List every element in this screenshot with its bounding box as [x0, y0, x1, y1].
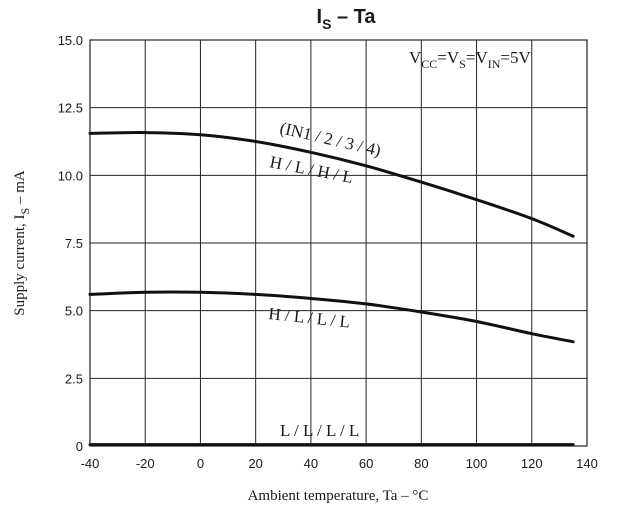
x-tick-label: 100 [466, 456, 488, 471]
y-tick-label: 2.5 [65, 371, 83, 386]
chart-title: IS – Ta [317, 6, 377, 32]
y-tick-label: 0 [76, 439, 83, 454]
x-tick-label: 140 [576, 456, 598, 471]
y-tick-labels: 0 2.5 5.0 7.5 10.0 12.5 15.0 [58, 33, 83, 454]
series-line-0 [88, 131, 575, 238]
x-tick-label: -40 [81, 456, 100, 471]
x-tick-label: -20 [136, 456, 155, 471]
series-label-llll: L / L / L / L [280, 421, 359, 440]
y-tick-label: 7.5 [65, 236, 83, 251]
series-layer [88, 131, 575, 447]
x-tick-label: 20 [248, 456, 262, 471]
y-tick-label: 15.0 [58, 33, 83, 48]
series-label-hlll: H / L / L / L [268, 304, 351, 331]
input-header-label: (IN1 / 2 / 3 / 4) [278, 118, 383, 160]
series-label-hlhl: H / L / H / L [268, 152, 354, 187]
x-tick-label: 60 [359, 456, 373, 471]
condition-label: VCC=VS=VIN=5V [409, 48, 531, 71]
x-tick-label: 40 [304, 456, 318, 471]
y-axis-label: Supply current, IS – mA [12, 170, 32, 316]
x-tick-label: 0 [197, 456, 204, 471]
grid-lines [89, 39, 588, 447]
y-tick-label: 10.0 [58, 168, 83, 183]
y-tick-label: 5.0 [65, 304, 83, 319]
y-tick-label: 12.5 [58, 101, 83, 116]
x-axis-label: Ambient temperature, Ta – °C [248, 488, 429, 504]
series-line-1 [88, 290, 575, 344]
x-tick-labels: -40 -20 0 20 40 60 80 100 120 140 [81, 456, 598, 471]
x-tick-label: 80 [414, 456, 428, 471]
x-tick-label: 120 [521, 456, 543, 471]
